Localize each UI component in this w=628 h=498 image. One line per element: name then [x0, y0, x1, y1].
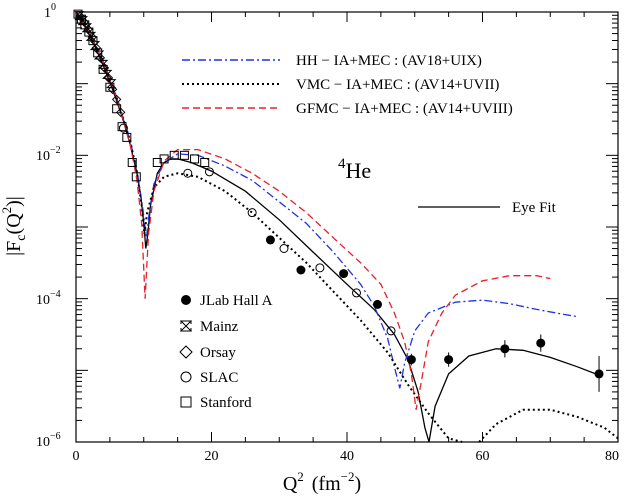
jlab-point-4 — [406, 355, 416, 365]
stanford-point-17 — [190, 154, 200, 164]
curve-3 — [478, 408, 619, 443]
slac-point-3 — [247, 208, 257, 218]
orsay-point-10 — [116, 107, 126, 118]
slac-point-7 — [386, 326, 396, 336]
legend-label-gfmc: GFMC − IA+MEC : (AV14+UVIII) — [296, 101, 513, 117]
y-axis-title: |Fc(Q2)| — [0, 196, 29, 256]
legend-label-slac: SLAC — [200, 370, 238, 386]
orsay-point-7 — [103, 73, 114, 83]
slac-point-0 — [118, 123, 128, 133]
legend-marker-orsay — [179, 345, 193, 359]
mainz-point-1 — [77, 16, 88, 26]
orsay-point-1 — [79, 17, 89, 27]
jlab-point-5 — [444, 355, 454, 365]
legend-marker-jlab — [181, 295, 191, 305]
legend-label-eye-fit: Eye Fit — [512, 200, 557, 216]
legend-marker-slac — [180, 371, 192, 383]
mainz-point-3 — [85, 31, 97, 41]
legend-label-jlab: JLab Hall A — [200, 293, 273, 309]
stanford-point-16 — [179, 150, 189, 160]
legend-label-mainz: Mainz — [200, 319, 239, 335]
stanford-point-11 — [127, 158, 137, 167]
stanford-point-18 — [200, 158, 210, 167]
stanford-point-10 — [122, 132, 132, 142]
slac-point-1 — [183, 168, 193, 178]
marker-legend: JLab Hall A Mainz Orsay SLAC Stanford — [179, 293, 273, 411]
data-markers — [73, 9, 604, 392]
y-tick-label-m4: 10−4 — [36, 289, 61, 308]
fit-legend: Eye Fit — [418, 200, 557, 216]
slac-point-6 — [351, 288, 361, 298]
theory-legend: HH − IA+MEC : (AV18+UIX) VMC − IA+MEC : … — [182, 53, 513, 117]
legend-marker-mainz — [179, 320, 193, 332]
nucleus-annotation: 4He — [338, 156, 371, 183]
mainz-point-7 — [101, 69, 113, 79]
mainz-point-6 — [97, 59, 109, 69]
mainz-point-2 — [81, 23, 93, 33]
x-tick-label-20: 20 — [205, 449, 219, 464]
slac-point-5 — [315, 263, 325, 273]
stanford-point-15 — [169, 150, 179, 160]
legend-label-hh: HH − IA+MEC : (AV18+UIX) — [296, 53, 482, 69]
x-tick-label-0: 0 — [73, 449, 80, 464]
x-axis-title: Q2 (fm−2) — [283, 469, 361, 495]
y-tick-label-0: 10 — [44, 2, 56, 21]
x-tick-label-80: 80 — [605, 449, 619, 464]
jlab-point-8 — [594, 369, 604, 379]
stanford-point-14 — [159, 154, 169, 164]
y-tick-label-m2: 10−2 — [36, 145, 61, 164]
jlab-point-6 — [500, 344, 510, 354]
mainz-point-8 — [106, 79, 117, 89]
stanford-point-9 — [117, 122, 127, 132]
jlab-point-2 — [339, 269, 349, 279]
curve-2 — [75, 11, 463, 443]
y-tick-labels: 10 10−2 10−4 10−6 — [36, 2, 61, 450]
curve-4 — [75, 11, 551, 410]
y-tick-label-m6: 10−6 — [36, 431, 61, 450]
jlab-point-3 — [372, 299, 382, 309]
orsay-point-9 — [111, 94, 122, 105]
mainz-point-4 — [89, 41, 101, 51]
jlab-point-0 — [265, 235, 275, 245]
legend-label-vmc: VMC − IA+MEC : (AV14+UVII) — [296, 77, 499, 93]
legend-label-stanford: Stanford — [200, 395, 252, 411]
slac-point-2 — [204, 167, 214, 177]
x-tick-label-60: 60 — [476, 449, 490, 464]
x-tick-label-40: 40 — [340, 449, 354, 464]
slac-point-4 — [279, 244, 289, 253]
orsay-point-0 — [75, 11, 85, 22]
x-tick-labels: 0 20 40 60 80 — [73, 449, 620, 464]
jlab-point-7 — [536, 338, 546, 348]
svg-text:|Fc(Q2)|: |Fc(Q2)| — [0, 196, 29, 256]
mainz-point-5 — [93, 50, 105, 60]
jlab-point-1 — [296, 265, 306, 275]
legend-label-orsay: Orsay — [200, 345, 236, 361]
stanford-point-12 — [131, 172, 141, 182]
legend-marker-stanford — [180, 396, 192, 408]
